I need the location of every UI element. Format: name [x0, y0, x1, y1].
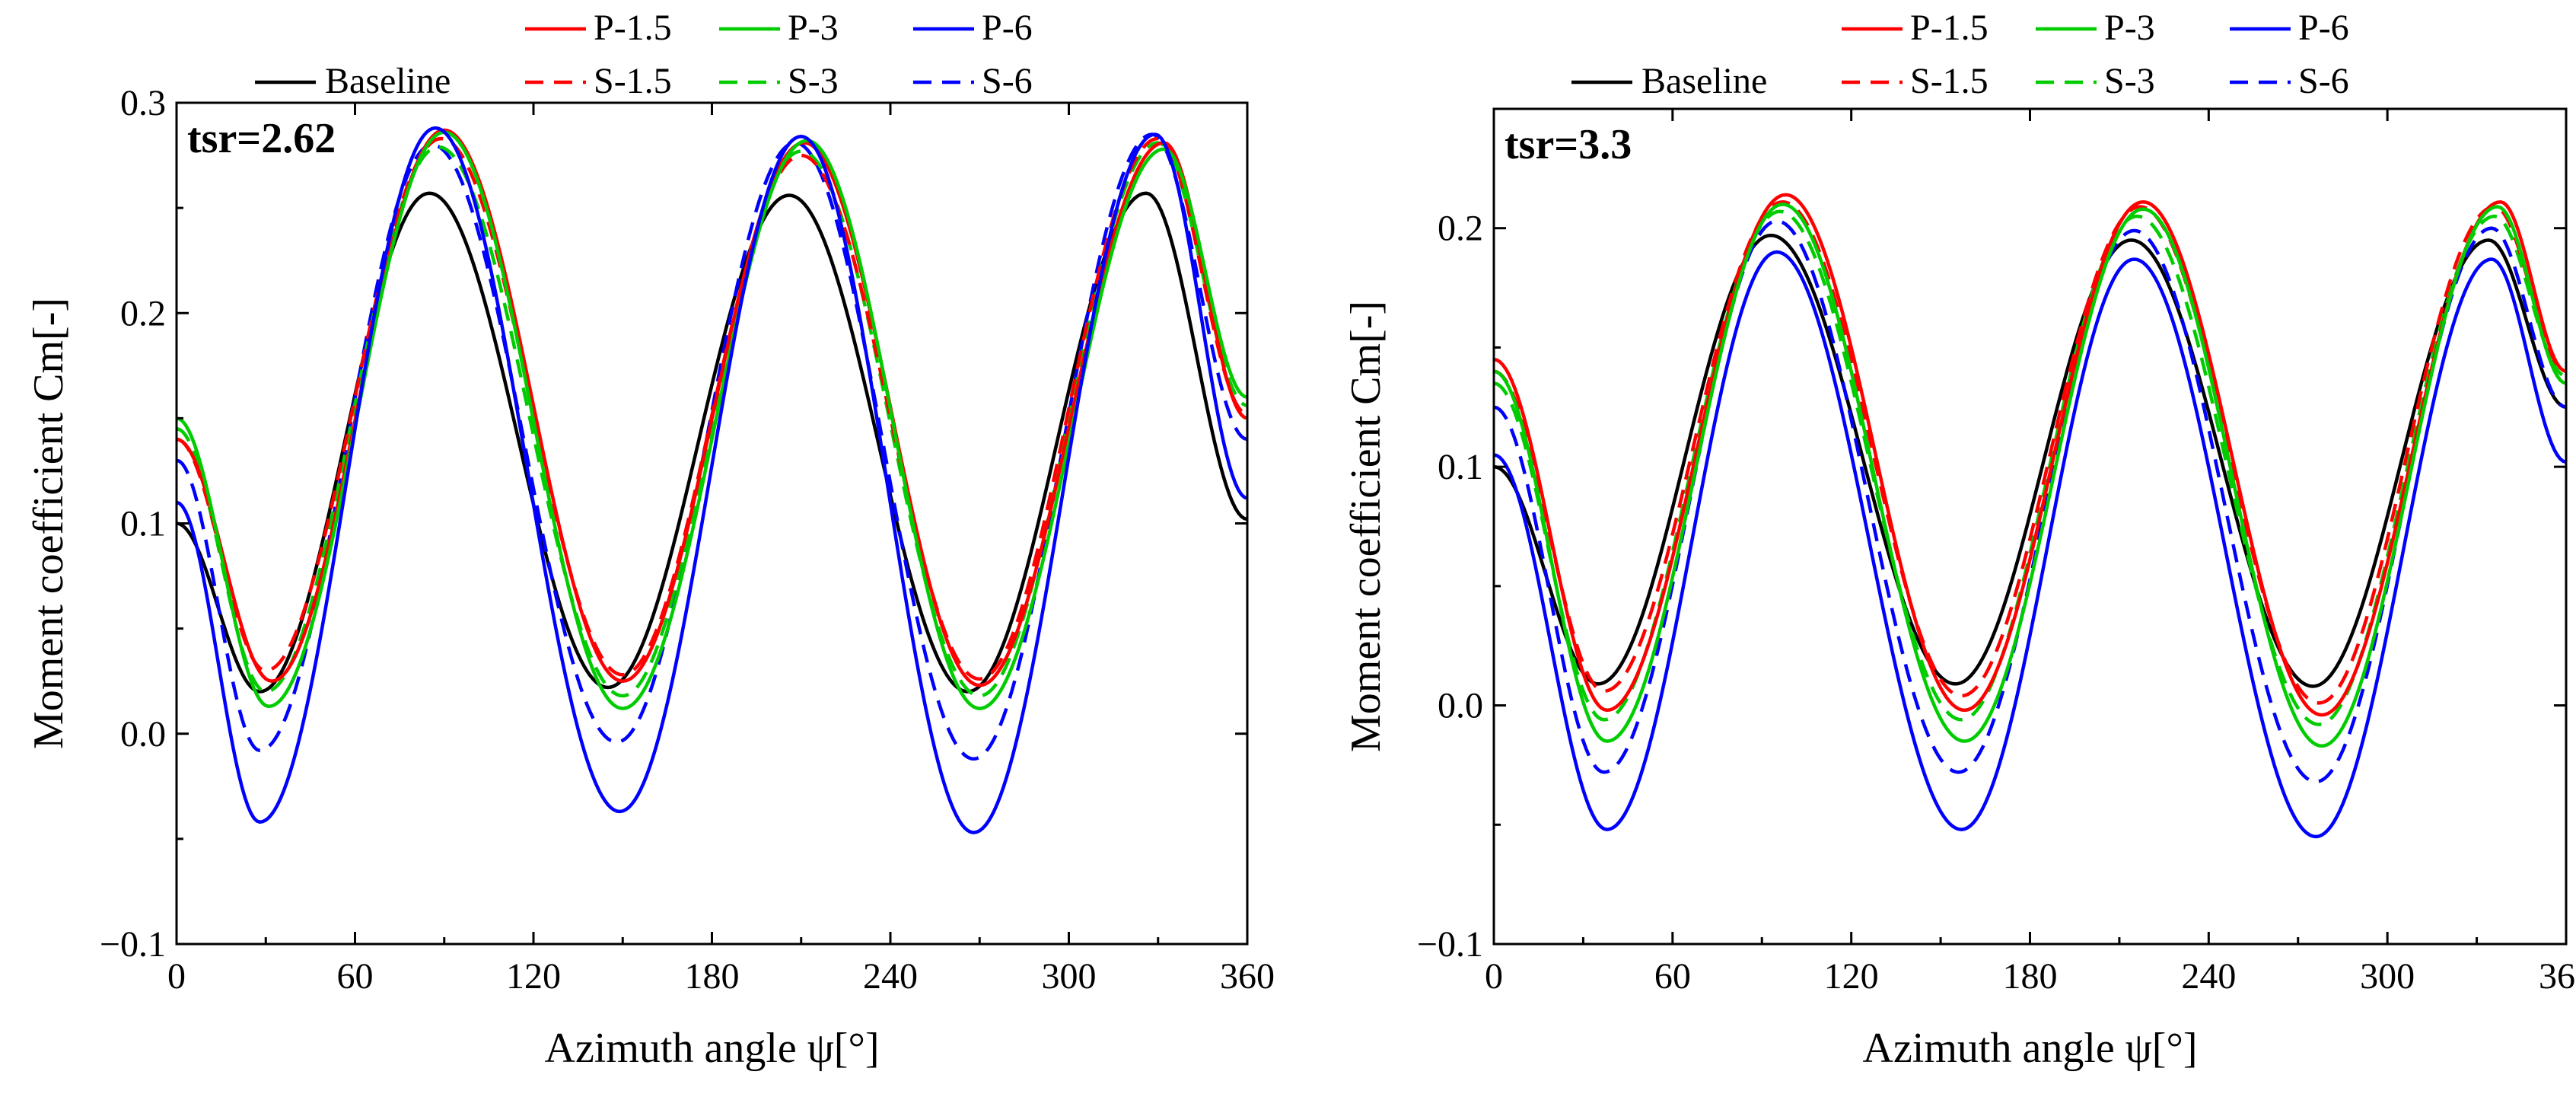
legend-label: P-6 — [982, 8, 1033, 48]
x-tick-label: 240 — [2181, 956, 2236, 997]
legend-item-p-1-5: P-1.5 — [525, 8, 672, 48]
legend-label: P-3 — [2104, 8, 2155, 48]
legend-item-p-3: P-3 — [719, 8, 839, 48]
legend-label: S-6 — [2298, 61, 2349, 101]
series-line-s-1-5 — [1494, 199, 2566, 705]
y-tick-label: 0.1 — [120, 504, 166, 544]
legend-label: Baseline — [325, 61, 451, 101]
y-tick-label: 0.2 — [1438, 209, 1483, 249]
tsr-annotation: tsr=2.62 — [187, 115, 336, 162]
series-lines — [1494, 193, 2566, 839]
x-tick-label: 120 — [1824, 956, 1879, 997]
plot-frame — [1492, 107, 2568, 946]
y-tick-label: 0.1 — [1438, 447, 1483, 487]
legend-label: S-3 — [788, 61, 839, 101]
legend-item-s-3: S-3 — [719, 61, 839, 101]
x-tick-label: 360 — [2539, 956, 2576, 997]
chart-panel-1: 0 60 120 180 240 300 360 −0.1 0.0 0.1 0.2 0.3 Azimut… — [25, 8, 1275, 1072]
series-line-p-1-5 — [1494, 193, 2566, 717]
legend-label: S-3 — [2104, 61, 2155, 101]
y-tick-label: 0.0 — [120, 714, 166, 754]
legend-item-s-1-5: S-1.5 — [525, 61, 672, 101]
y-tick-label: −0.1 — [1417, 924, 1483, 965]
x-tick-label: 180 — [2003, 956, 2058, 997]
legend-label: P-1.5 — [594, 8, 672, 48]
series-line-p-6 — [177, 126, 1247, 834]
legend-label: P-6 — [2298, 8, 2349, 48]
series-line-s-1-5 — [177, 136, 1247, 681]
legend-item-p-6: P-6 — [2230, 8, 2349, 48]
legend-item-baseline: Baseline — [255, 61, 451, 101]
x-tick-label: 360 — [1220, 956, 1275, 997]
legend-item-baseline: Baseline — [1571, 61, 1767, 101]
y-tick-label: 0.2 — [120, 293, 166, 333]
legend: P-1.5 P-3 P-6 Baseline S-1.5 S-3 S-6 — [1571, 8, 2349, 101]
legend-item-p-3: P-3 — [2036, 8, 2155, 48]
series-lines — [177, 126, 1247, 834]
legend-item-s-6: S-6 — [913, 61, 1033, 101]
series-line-p-3 — [1494, 203, 2566, 748]
legend-label: S-6 — [982, 61, 1033, 101]
x-tick-label: 180 — [685, 956, 740, 997]
x-tick-label: 240 — [863, 956, 918, 997]
series-line-baseline — [1494, 233, 2566, 688]
y-axis-label: Moment coefficient Cm[-] — [25, 298, 72, 749]
x-tick-label: 60 — [1654, 956, 1691, 997]
x-tick-label: 0 — [167, 956, 186, 997]
series-line-p-6 — [1494, 250, 2566, 839]
y-tick-label: 0.0 — [1438, 686, 1483, 726]
tsr-annotation: tsr=3.3 — [1505, 121, 1632, 168]
y-tick-label: −0.1 — [100, 924, 166, 965]
legend: P-1.5 P-3 P-6 Baseline S-1.5 S-3 S-6 — [255, 8, 1033, 101]
x-tick-label: 120 — [506, 956, 561, 997]
legend-label: P-3 — [788, 8, 839, 48]
x-tick-label: 300 — [1042, 956, 1097, 997]
legend-item-p-1-5: P-1.5 — [1842, 8, 1989, 48]
y-axis-label: Moment coefficient Cm[-] — [1342, 301, 1390, 752]
x-axis-label: Azimuth angle ψ[°] — [545, 1025, 880, 1072]
legend-label: S-1.5 — [1910, 61, 1989, 101]
legend-item-s-3: S-3 — [2036, 61, 2155, 101]
y-tick-label: 0.3 — [120, 83, 166, 123]
chart-panel-2: 0 60 120 180 240 300 360 −0.1 0.0 0.1 0.2 Azimuth a… — [1342, 8, 2576, 1072]
x-tick-label: 60 — [337, 956, 374, 997]
legend-item-s-1-5: S-1.5 — [1842, 61, 1989, 101]
legend-label: S-1.5 — [594, 61, 672, 101]
legend-label: Baseline — [1641, 61, 1767, 101]
legend-item-s-6: S-6 — [2230, 61, 2349, 101]
legend-label: P-1.5 — [1910, 8, 1989, 48]
legend-item-p-6: P-6 — [913, 8, 1033, 48]
x-axis-label: Azimuth angle ψ[°] — [1863, 1025, 2198, 1072]
x-tick-label: 0 — [1485, 956, 1503, 997]
x-tick-label: 300 — [2360, 956, 2415, 997]
